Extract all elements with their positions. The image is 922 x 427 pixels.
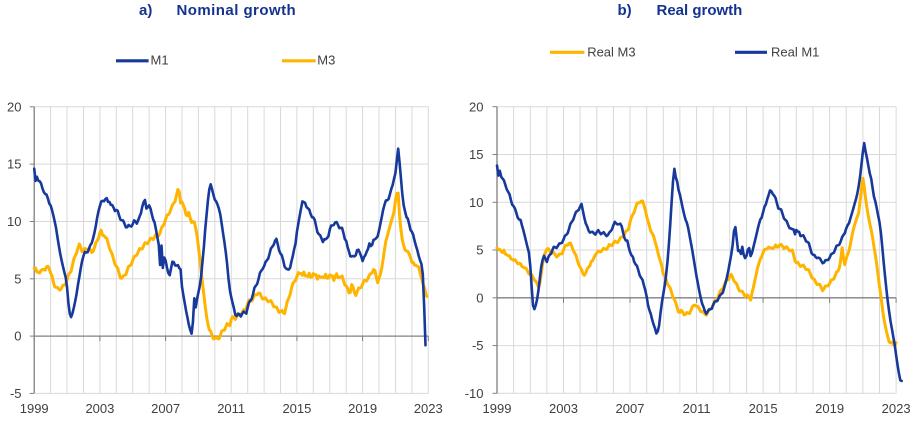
svg-text:2011: 2011 [683,401,711,416]
svg-text:2019: 2019 [348,401,377,416]
svg-text:2007: 2007 [616,401,645,416]
svg-text:2023: 2023 [414,401,443,416]
svg-text:2003: 2003 [85,401,114,416]
svg-text:5: 5 [476,243,483,258]
svg-text:-5: -5 [10,386,22,401]
svg-text:Real growth: Real growth [657,2,743,19]
svg-text:Real M1: Real M1 [771,45,819,60]
svg-text:Nominal growth: Nominal growth [177,2,297,19]
svg-text:15: 15 [7,157,21,172]
svg-text:15: 15 [469,147,483,162]
svg-text:20: 20 [469,99,483,114]
svg-text:2011: 2011 [217,401,245,416]
svg-text:M3: M3 [317,53,335,68]
svg-text:1999: 1999 [20,401,49,416]
svg-text:1999: 1999 [483,401,512,416]
svg-text:2023: 2023 [882,401,911,416]
svg-text:20: 20 [7,99,21,114]
svg-text:M1: M1 [151,53,169,68]
svg-text:2015: 2015 [749,401,778,416]
svg-text:Real M3: Real M3 [587,45,635,60]
svg-text:2015: 2015 [282,401,311,416]
svg-text:-5: -5 [472,338,484,353]
svg-text:b): b) [618,2,632,19]
svg-text:a): a) [139,2,152,19]
svg-text:0: 0 [476,290,483,305]
svg-text:0: 0 [14,329,21,344]
svg-text:5: 5 [14,271,21,286]
svg-text:10: 10 [7,214,21,229]
svg-text:2007: 2007 [151,401,180,416]
svg-text:10: 10 [469,195,483,210]
svg-text:2019: 2019 [815,401,844,416]
svg-text:2003: 2003 [549,401,578,416]
svg-text:-10: -10 [465,386,484,401]
